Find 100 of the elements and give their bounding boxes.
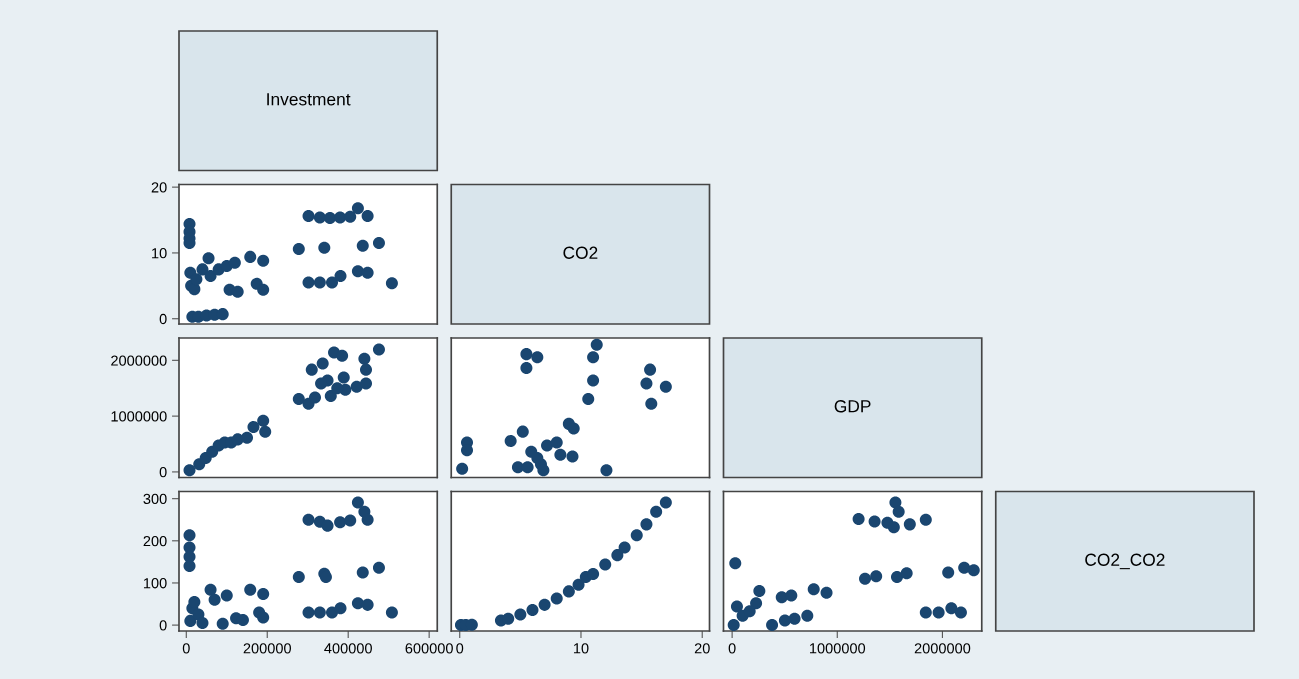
- point: [630, 529, 643, 542]
- y-tick-label: 100: [143, 578, 167, 589]
- point: [531, 451, 544, 464]
- point: [385, 277, 398, 290]
- point: [334, 211, 347, 224]
- x-tick-label: 1000000: [810, 643, 866, 654]
- point: [244, 250, 257, 263]
- point: [257, 254, 270, 267]
- point: [216, 617, 229, 630]
- point: [257, 587, 270, 600]
- point: [942, 566, 955, 579]
- point: [550, 436, 563, 449]
- point: [313, 276, 326, 289]
- text: Investment: [267, 93, 351, 106]
- point: [659, 496, 672, 509]
- point: [640, 518, 653, 531]
- point: [514, 608, 527, 621]
- point: [919, 513, 932, 526]
- point: [932, 606, 945, 619]
- point: [257, 414, 270, 427]
- point: [750, 597, 763, 610]
- text: CO2: [563, 246, 598, 259]
- point: [852, 512, 865, 525]
- point: [644, 363, 657, 376]
- point: [554, 448, 567, 461]
- point: [244, 583, 257, 596]
- point: [590, 338, 603, 351]
- point: [344, 514, 357, 527]
- point: [190, 273, 203, 286]
- point: [208, 593, 221, 606]
- point: [204, 269, 217, 282]
- x-tick-label: 600000: [405, 643, 453, 654]
- point: [645, 397, 658, 410]
- y-tick-label: 0: [159, 620, 167, 631]
- point: [727, 619, 740, 631]
- point: [531, 351, 544, 364]
- point: [228, 256, 241, 269]
- point: [351, 597, 364, 610]
- point: [183, 560, 196, 573]
- point: [516, 425, 529, 438]
- point: [202, 252, 215, 265]
- point: [316, 357, 329, 370]
- point: [599, 558, 612, 571]
- point: [361, 513, 374, 526]
- point: [456, 462, 469, 475]
- point: [785, 589, 798, 602]
- point: [537, 464, 550, 477]
- point: [372, 561, 385, 574]
- point: [538, 598, 551, 611]
- point: [359, 363, 373, 376]
- point: [302, 513, 315, 526]
- y-tick-label: 300: [143, 493, 167, 505]
- point: [302, 276, 315, 289]
- point: [567, 422, 580, 435]
- x-tick-label: 0: [182, 643, 190, 654]
- point: [292, 242, 305, 255]
- point: [344, 210, 357, 223]
- point: [302, 210, 315, 223]
- y-tick-label: 2000000: [111, 355, 167, 366]
- point: [640, 377, 653, 390]
- point: [334, 269, 347, 282]
- point: [945, 602, 958, 615]
- point: [859, 572, 872, 585]
- point: [319, 571, 332, 584]
- point: [526, 603, 539, 616]
- y-tick-label: 10: [152, 248, 167, 259]
- point: [257, 611, 270, 624]
- point: [361, 266, 374, 279]
- x-tick-label: 400000: [324, 643, 372, 654]
- point: [247, 420, 260, 433]
- y-tick-label: 200: [143, 535, 167, 547]
- point: [521, 461, 534, 474]
- point: [562, 585, 575, 598]
- point: [587, 374, 600, 387]
- point: [903, 518, 916, 531]
- point: [650, 505, 663, 518]
- point: [324, 389, 337, 402]
- point: [259, 425, 272, 438]
- text: CO2_CO2: [1085, 553, 1165, 570]
- point: [204, 583, 217, 596]
- point: [292, 393, 305, 406]
- point: [890, 571, 904, 584]
- text: GDP: [834, 400, 871, 413]
- point: [385, 606, 398, 619]
- point: [257, 283, 270, 296]
- y-tick-label: 0: [159, 313, 167, 325]
- point: [183, 464, 196, 477]
- point: [188, 595, 201, 608]
- point: [502, 612, 515, 625]
- point: [887, 521, 900, 534]
- x-tick-label: 0: [456, 643, 464, 654]
- point: [520, 362, 533, 375]
- point: [587, 568, 600, 581]
- point: [743, 605, 756, 618]
- point: [196, 263, 209, 276]
- point: [305, 363, 318, 376]
- point: [870, 570, 883, 583]
- point: [318, 241, 331, 254]
- point: [356, 239, 369, 252]
- point: [334, 516, 347, 529]
